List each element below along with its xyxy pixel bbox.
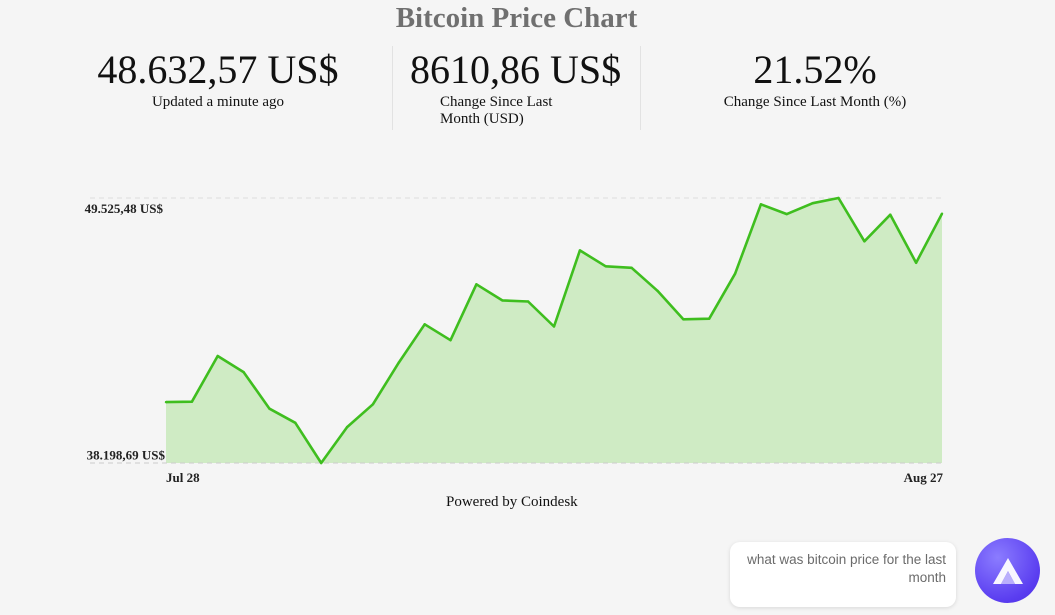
data-point — [449, 338, 452, 342]
data-point — [889, 213, 892, 216]
data-point — [785, 212, 788, 216]
price-chart: 49.525,48 US$ 38.198,69 US$ Jul 28 Aug 2… — [85, 196, 944, 485]
x-tick-label: Aug 27 — [904, 470, 944, 485]
data-point — [811, 202, 814, 205]
data-point — [294, 421, 297, 424]
stat-divider — [392, 46, 393, 130]
data-point — [863, 240, 866, 243]
data-point — [604, 265, 607, 268]
data-point — [759, 203, 763, 206]
change-usd-label: Change Since Last Month (USD) — [440, 94, 553, 127]
data-point — [708, 317, 711, 320]
data-point — [320, 461, 323, 465]
data-point — [345, 425, 349, 429]
change-pct-stat: 21.52% Change Since Last Month (%) — [700, 48, 930, 111]
assistant-chat-bubble[interactable]: what was bitcoin price for the last mont… — [730, 542, 956, 607]
powered-by-credit: Powered by Coindesk — [446, 494, 578, 510]
data-point — [630, 266, 633, 269]
change-usd-value: 8610,86 US$ — [410, 47, 622, 92]
assistant-logo-icon — [992, 557, 1023, 584]
data-point — [914, 261, 918, 264]
data-point — [242, 370, 245, 374]
data-point — [216, 354, 219, 358]
data-point — [164, 400, 168, 404]
price-area — [166, 198, 942, 463]
data-point — [837, 196, 840, 200]
x-tick-label: Jul 28 — [166, 470, 200, 485]
data-point — [682, 318, 685, 321]
change-pct-value: 21.52% — [753, 47, 877, 92]
data-point — [940, 212, 944, 215]
data-point — [552, 325, 556, 328]
current-price-stat: 48.632,57 US$ Updated a minute ago — [96, 48, 340, 111]
data-point — [268, 407, 271, 410]
data-point — [526, 300, 530, 303]
data-point — [501, 299, 504, 302]
stat-divider — [640, 46, 641, 130]
data-point — [423, 323, 426, 326]
assistant-message: what was bitcoin price for the last mont… — [747, 552, 946, 585]
data-point — [371, 403, 375, 406]
y-tick-label: 49.525,48 US$ — [85, 201, 164, 216]
current-price-value: 48.632,57 US$ — [97, 47, 339, 92]
page-title: Bitcoin Price Chart — [395, 2, 638, 34]
data-point — [475, 283, 478, 286]
change-pct-label: Change Since Last Month (%) — [723, 94, 907, 110]
data-point — [656, 289, 659, 293]
current-price-label: Updated a minute ago — [151, 94, 285, 110]
change-usd-stat: 8610,86 US$ Change Since Last Month (USD… — [410, 48, 624, 128]
y-tick-label: 38.198,69 US$ — [87, 447, 166, 462]
data-point — [397, 361, 400, 364]
data-point — [578, 249, 582, 252]
data-point — [733, 272, 737, 275]
data-point — [190, 400, 194, 403]
assistant-launcher-button[interactable] — [975, 538, 1040, 603]
